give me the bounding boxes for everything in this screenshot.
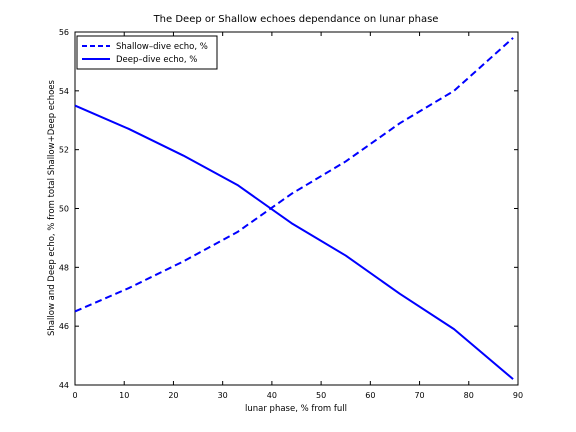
series-lines [74, 37, 514, 380]
x-tick-label: 40 [267, 391, 277, 400]
x-tick-label: 20 [168, 391, 178, 400]
legend-box [76, 35, 218, 70]
x-tick-label: 60 [365, 391, 375, 400]
legend-label-deep: Deep–dive echo, % [116, 55, 197, 65]
y-axis-label: Shallow and Deep echo, % from total Shal… [47, 79, 57, 335]
y-tick-label: 46 [59, 322, 69, 331]
chart-title: The Deep or Shallow echoes dependance on… [153, 14, 439, 25]
y-tick-label: 52 [59, 146, 69, 155]
y-tick-label: 48 [59, 263, 69, 272]
legend: Shallow–dive echo, % Deep–dive echo, % [76, 35, 218, 70]
y-tick-label: 56 [59, 28, 69, 37]
plot-area [74, 31, 519, 386]
x-tick-label: 0 [72, 391, 77, 400]
axis-ticks: 0 10 20 30 40 50 60 70 80 90 44 46 48 50 52 54 56 [59, 28, 523, 400]
x-tick-label: 70 [414, 391, 424, 400]
x-tick-label: 30 [218, 391, 228, 400]
y-tick-label: 44 [59, 381, 69, 390]
x-tick-label: 50 [316, 391, 326, 400]
x-tick-label: 10 [119, 391, 129, 400]
legend-label-shallow: Shallow–dive echo, % [116, 42, 208, 52]
x-axis-label: lunar phase, % from full [245, 404, 347, 414]
y-tick-label: 54 [59, 87, 69, 96]
y-tick-label: 50 [59, 205, 69, 214]
x-tick-label: 90 [513, 391, 523, 400]
x-tick-label: 80 [464, 391, 474, 400]
series-line-deep [74, 104, 514, 380]
series-line-shallow [74, 37, 514, 313]
